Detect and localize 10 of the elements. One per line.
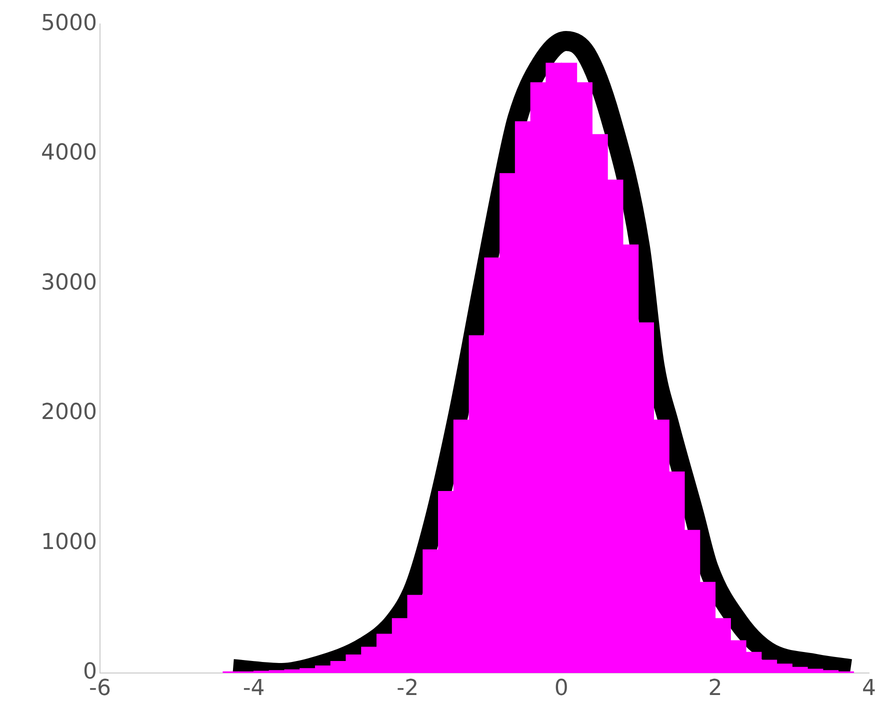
y-tick-label: 2000: [41, 400, 97, 426]
y-tick-label: 3000: [41, 270, 97, 296]
x-tick-label: -2: [396, 676, 419, 701]
y-tick-label: 1000: [41, 530, 97, 555]
x-tick-label: 2: [708, 676, 722, 701]
x-tick-label: -4: [242, 676, 265, 701]
y-tick-label: 4000: [41, 140, 97, 166]
y-tick-label: 5000: [41, 10, 97, 36]
x-tick-label: 4: [862, 676, 876, 701]
x-tick-label: 0: [554, 676, 568, 701]
